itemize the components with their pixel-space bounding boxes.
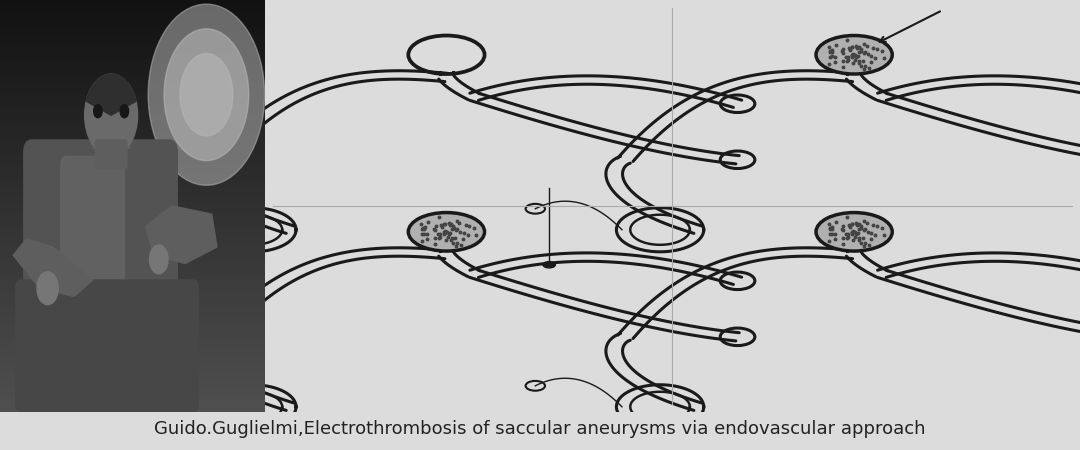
FancyBboxPatch shape [60, 157, 124, 297]
Circle shape [408, 212, 485, 251]
Circle shape [149, 245, 168, 274]
FancyBboxPatch shape [0, 0, 357, 450]
Circle shape [84, 74, 137, 157]
Circle shape [543, 261, 555, 268]
Circle shape [180, 54, 233, 136]
Circle shape [164, 29, 248, 161]
Polygon shape [13, 239, 93, 297]
Circle shape [94, 104, 103, 118]
FancyBboxPatch shape [24, 140, 177, 309]
Circle shape [816, 36, 892, 74]
Polygon shape [146, 206, 217, 264]
Circle shape [148, 4, 265, 185]
FancyBboxPatch shape [16, 280, 199, 412]
Circle shape [135, 439, 148, 445]
FancyBboxPatch shape [95, 140, 127, 169]
Circle shape [120, 104, 129, 118]
Circle shape [816, 212, 892, 251]
Wedge shape [86, 74, 136, 115]
Text: Guido.Guglielmi,Electrothrombosis of saccular aneurysms via endovascular approac: Guido.Guglielmi,Electrothrombosis of sac… [154, 420, 926, 438]
Circle shape [37, 272, 58, 305]
